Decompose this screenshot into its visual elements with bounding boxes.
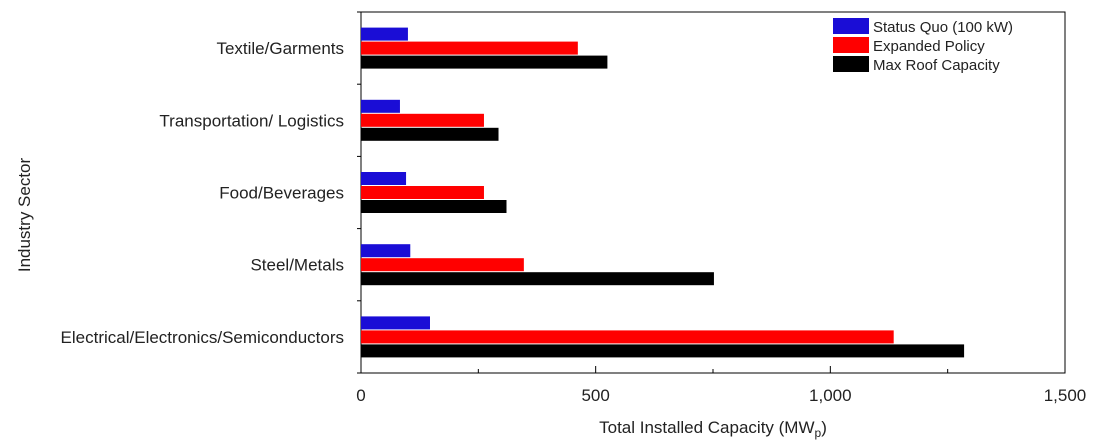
legend-label-2: Expanded Policy [873, 38, 985, 55]
legend-swatch-1 [833, 18, 869, 34]
bar-3-3 [361, 200, 507, 213]
legend-swatch-2 [833, 37, 869, 53]
bar-1-2 [361, 99, 400, 113]
legend-label-1: Status Quo (100 kW) [873, 19, 1013, 36]
bar-3-2 [361, 127, 499, 141]
bar-1-1 [361, 27, 408, 41]
bar-1-3 [361, 172, 407, 185]
legend-label-3: Max Roof Capacity [873, 57, 1000, 74]
category-label: Food/Beverages [219, 184, 344, 203]
x-tick-label: 1,000 [809, 386, 852, 405]
x-axis-title-main: Total Installed Capacity (MW [599, 418, 814, 437]
bar-2-2 [361, 113, 484, 127]
labels-group: Textile/Garments Transportation/ Logistic… [61, 39, 1087, 405]
legend: Status Quo (100 kW) Expanded Policy Max Ro… [833, 18, 1013, 74]
y-axis-title: Industry Sector [15, 157, 34, 272]
x-axis-title: Total Installed Capacity (MWp) [599, 418, 827, 440]
category-label: Electrical/Electronics/Semiconductors [61, 328, 344, 347]
bar-3-5 [361, 344, 965, 358]
category-label: Transportation/ Logistics [159, 111, 344, 130]
x-axis-title-subscript: p [815, 426, 822, 440]
x-tick-label: 0 [356, 386, 365, 405]
bar-2-5 [361, 330, 894, 344]
category-label: Textile/Garments [216, 39, 344, 58]
bar-3-1 [361, 55, 608, 69]
bars-group [361, 27, 965, 358]
bar-1-5 [361, 316, 430, 330]
bar-2-4 [361, 258, 524, 272]
legend-swatch-3 [833, 56, 869, 72]
bar-3-4 [361, 272, 714, 286]
bar-1-4 [361, 244, 411, 258]
x-tick-label: 500 [581, 386, 609, 405]
x-tick-label: 1,500 [1044, 386, 1087, 405]
bar-2-1 [361, 41, 578, 55]
category-label: Steel/Metals [250, 256, 344, 275]
bar-2-3 [361, 186, 484, 199]
x-axis-title-close: ) [821, 418, 827, 437]
ticks-group [357, 11, 1066, 374]
